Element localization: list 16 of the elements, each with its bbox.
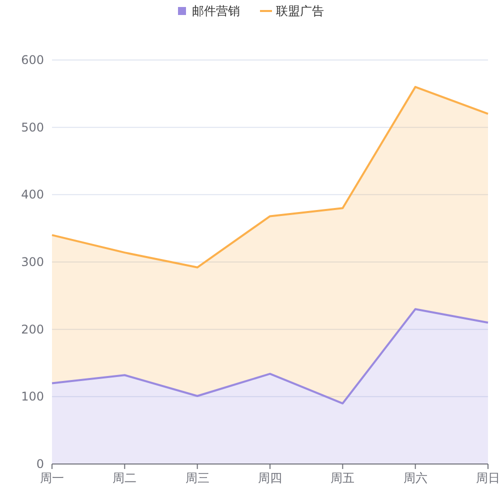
y-tick-label: 300 xyxy=(21,255,44,269)
legend-label: 邮件营销 xyxy=(192,4,240,18)
x-tick-label: 周四 xyxy=(258,471,282,485)
y-tick-label: 100 xyxy=(21,390,44,404)
y-tick-label: 500 xyxy=(21,120,44,134)
x-tick-label: 周一 xyxy=(40,471,64,485)
x-tick-label: 周六 xyxy=(403,471,428,485)
y-tick-label: 400 xyxy=(21,188,44,202)
x-tick-label: 周五 xyxy=(330,471,355,485)
x-tick-label: 周二 xyxy=(112,471,137,485)
y-tick-label: 600 xyxy=(21,53,44,67)
x-tick-label: 周日 xyxy=(476,471,500,485)
x-tick-label: 周三 xyxy=(185,471,210,485)
y-tick-label: 200 xyxy=(21,322,44,336)
legend-label: 联盟广告 xyxy=(276,4,324,18)
y-tick-label: 0 xyxy=(36,457,44,471)
